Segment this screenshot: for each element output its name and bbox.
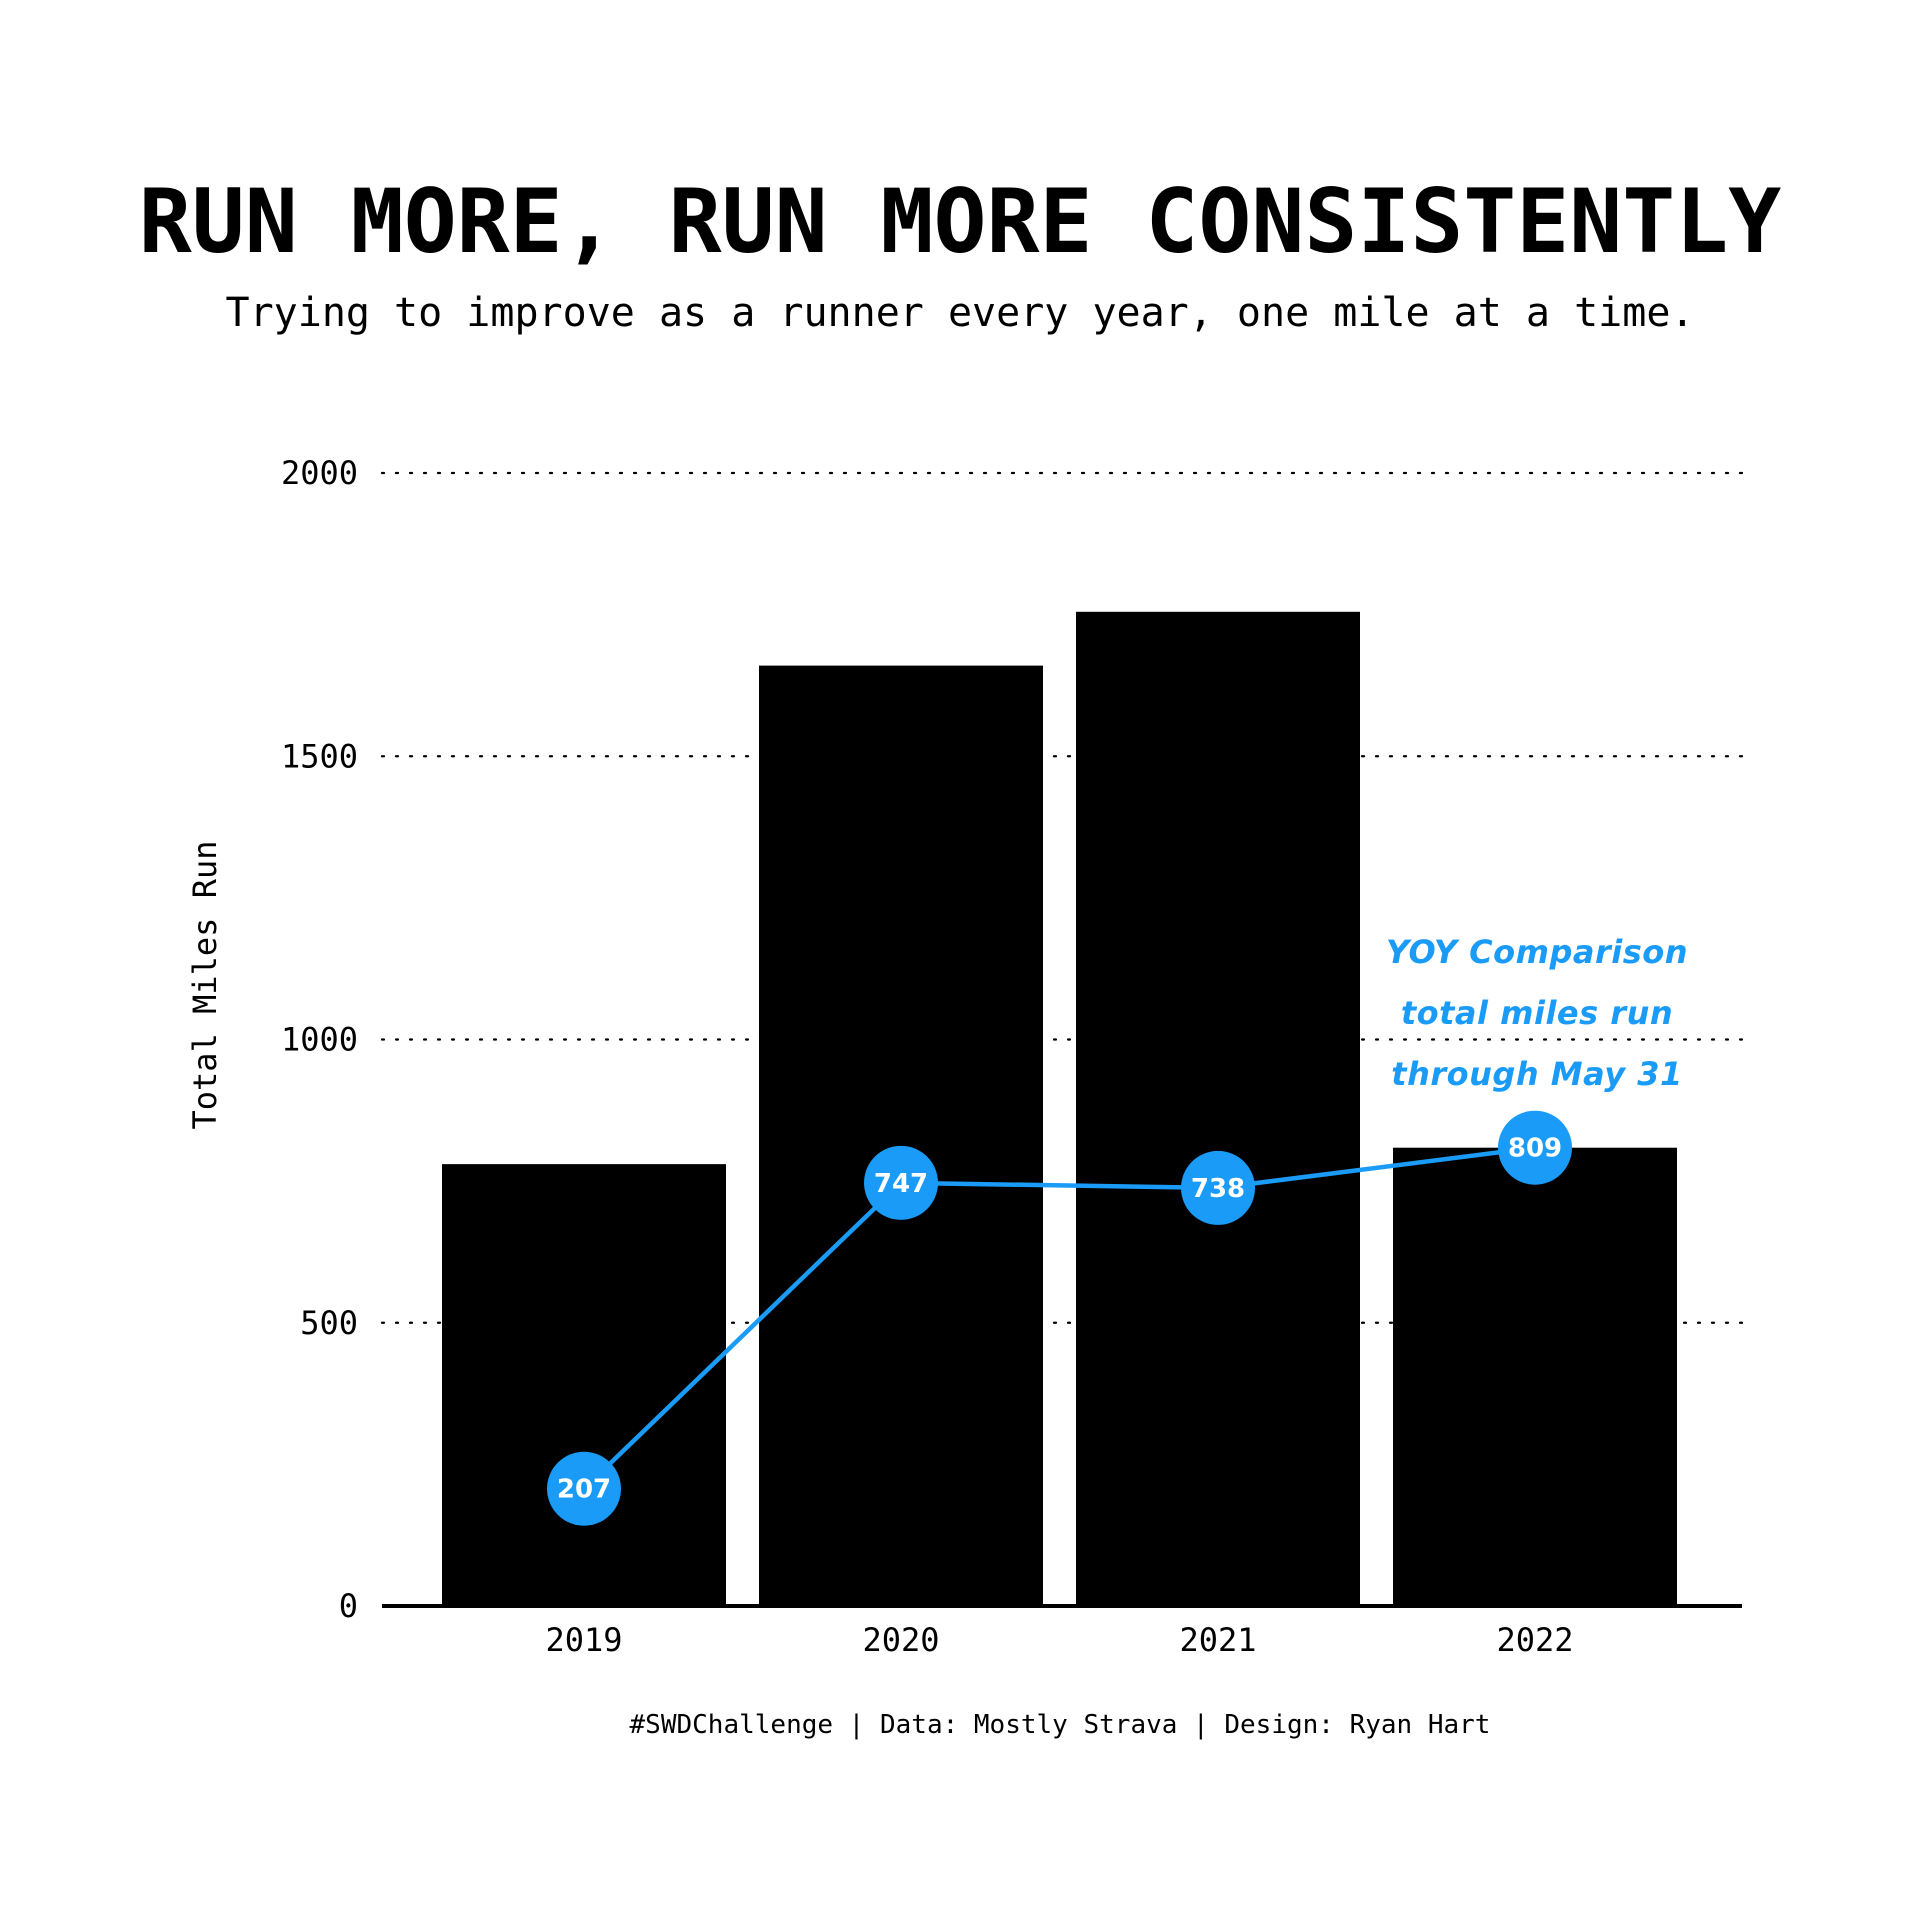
chart-subtitle: Trying to improve as a runner every year… <box>225 290 1694 336</box>
comparison-line <box>582 1145 1536 1491</box>
point-2019 <box>547 1451 621 1526</box>
comparison-line-path <box>582 1145 1536 1491</box>
y-tick-label-1500: 1500 <box>281 737 358 775</box>
annotation-line-1: YOY Comparison <box>1386 933 1688 971</box>
x-tick-label-2021: 2021 <box>1179 1621 1256 1659</box>
annotation-line-3: through May 31 <box>1391 1055 1682 1093</box>
caption: #SWDChallenge | Data: Mostly Strava | De… <box>630 1710 1491 1740</box>
comparison-points: 207 747 738 809 <box>547 1110 1572 1526</box>
y-tick-label-1000: 1000 <box>281 1021 358 1059</box>
point-2020 <box>864 1145 938 1220</box>
point-2022 <box>1498 1110 1572 1185</box>
annotation-line-2: total miles run <box>1401 994 1673 1032</box>
bar-2022 <box>1393 1147 1677 1606</box>
bar-2019 <box>442 1164 726 1606</box>
point-label-2022: 809 <box>1508 1134 1562 1164</box>
y-tick-label-500: 500 <box>300 1304 358 1342</box>
point-label-2020: 747 <box>874 1169 928 1199</box>
point-label-2019: 207 <box>557 1475 611 1505</box>
chart-title: RUN MORE, RUN MORE CONSISTENTLY <box>139 170 1781 273</box>
y-tick-label-0: 0 <box>339 1587 358 1625</box>
point-label-2021: 738 <box>1191 1174 1245 1204</box>
bars <box>442 611 1677 1606</box>
point-2021 <box>1181 1150 1255 1225</box>
axes: 0 500 1000 1500 2000 2019 2020 2021 2022 <box>281 454 1742 1659</box>
y-axis-label: Total Miles Run <box>186 841 224 1130</box>
annotation: YOY Comparison total miles run through May… <box>1386 933 1688 1093</box>
bar-2021 <box>1076 611 1360 1606</box>
y-tick-label-2000: 2000 <box>281 454 358 492</box>
x-tick-label-2022: 2022 <box>1496 1621 1573 1659</box>
bar-2020 <box>759 665 1043 1606</box>
x-tick-label-2019: 2019 <box>545 1621 622 1659</box>
x-tick-label-2020: 2020 <box>862 1621 939 1659</box>
